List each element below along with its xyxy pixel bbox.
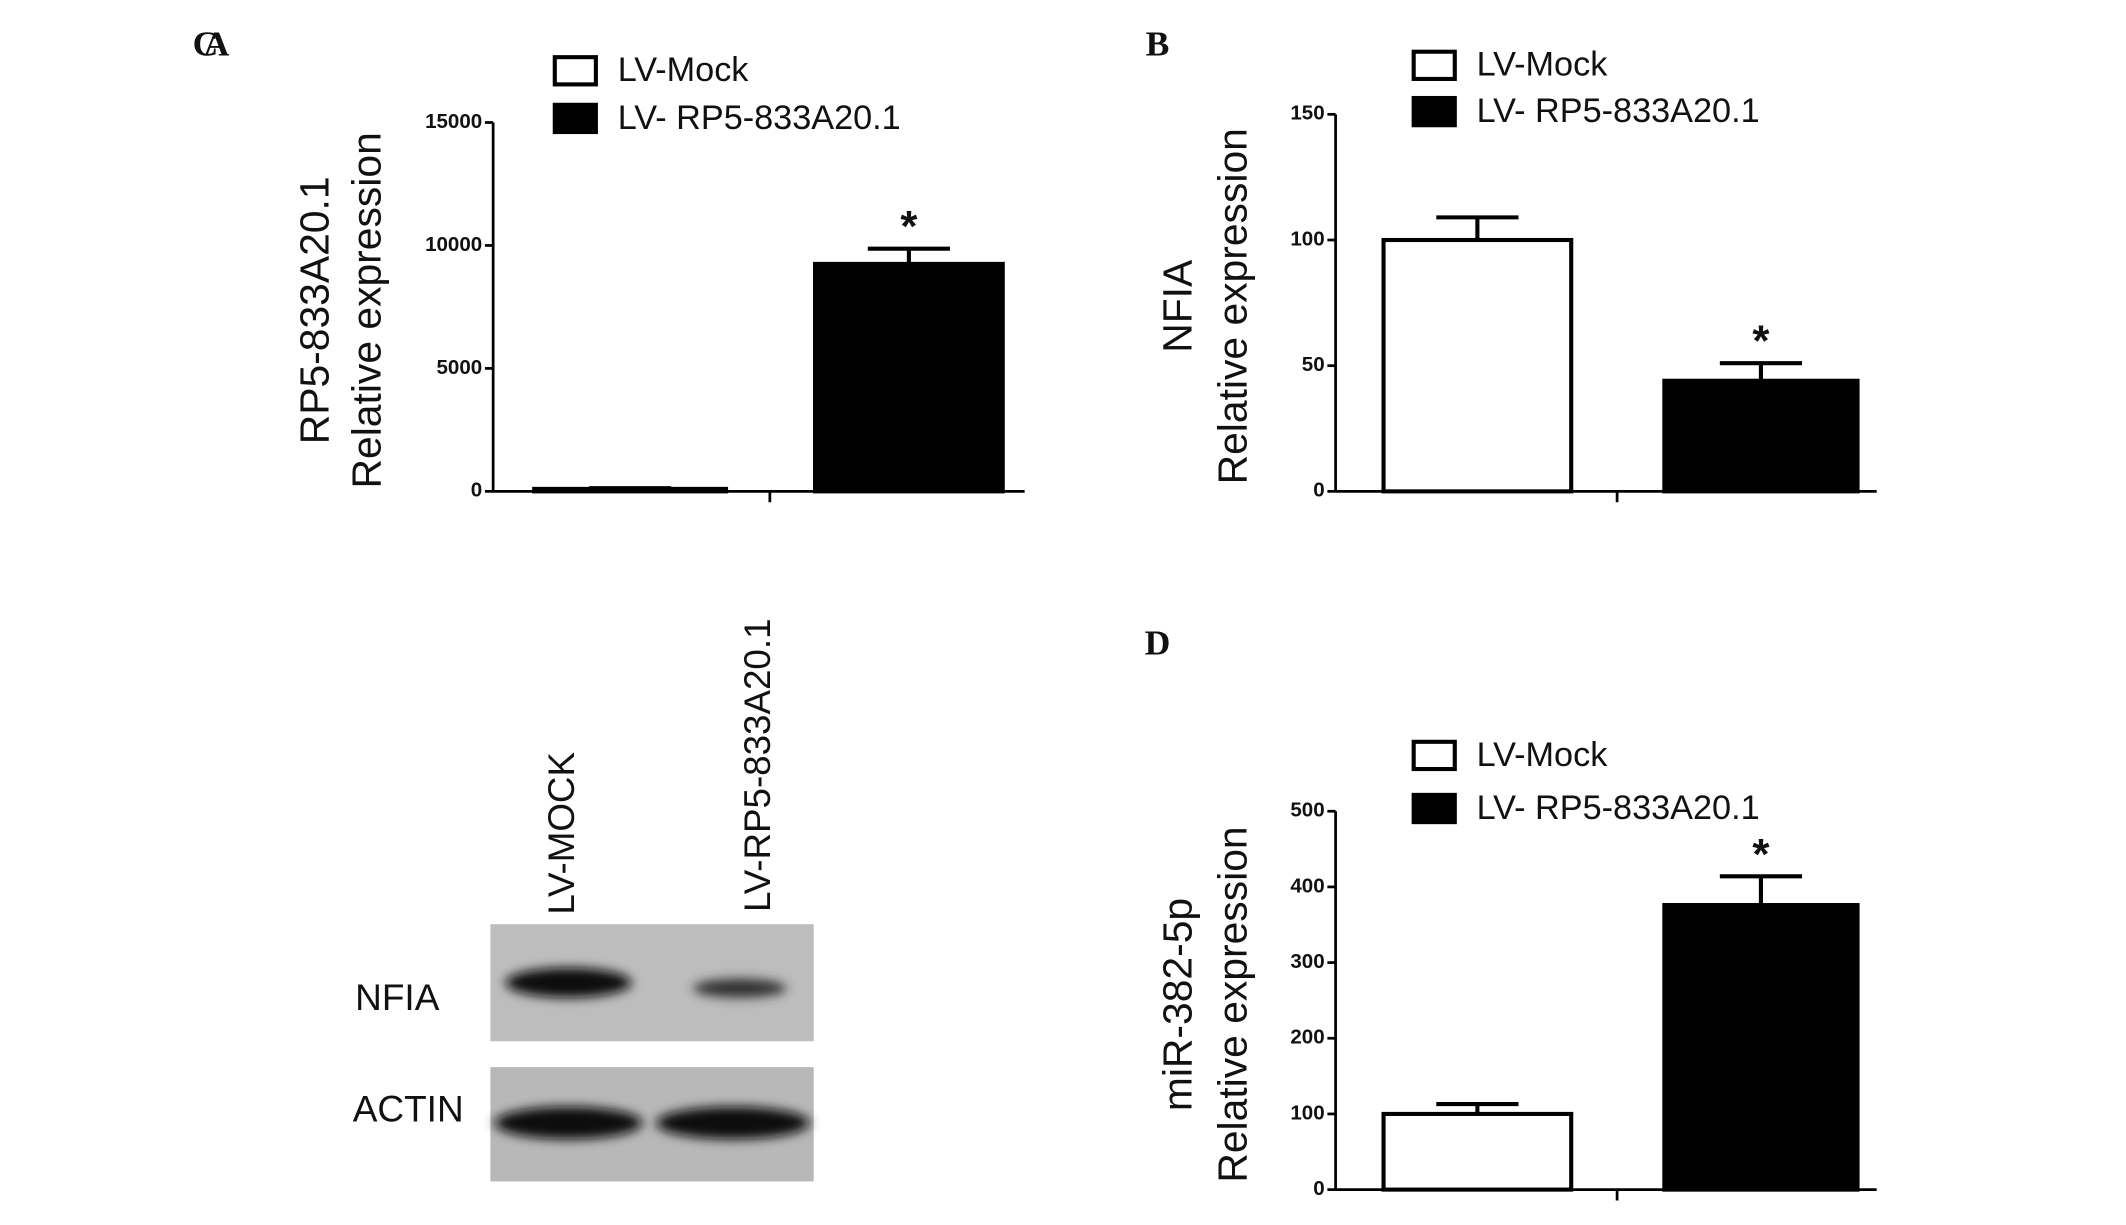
y-tick-label: 0 bbox=[1313, 479, 1324, 502]
blot-band bbox=[656, 1106, 810, 1140]
y-tick-label: 15000 bbox=[425, 110, 482, 133]
bar bbox=[1381, 237, 1574, 494]
legend-label: LV- RP5-833A20.1 bbox=[1477, 92, 1760, 130]
significance-mark: * bbox=[1752, 830, 1769, 879]
blot-band bbox=[494, 1106, 643, 1140]
y-tick-label: 0 bbox=[471, 479, 482, 502]
legend-swatch bbox=[1411, 792, 1457, 825]
legend-label: LV-Mock bbox=[618, 51, 750, 89]
legend-label: LV-Mock bbox=[1477, 46, 1609, 84]
y-axis-label: RP5-833A20.1 bbox=[292, 176, 338, 444]
bar bbox=[532, 486, 729, 494]
y-tick-label: 300 bbox=[1290, 950, 1324, 973]
y-axis-label: Relative expression bbox=[1209, 128, 1255, 484]
y-axis-label: NFIA bbox=[1155, 259, 1201, 353]
legend-swatch bbox=[1411, 49, 1457, 81]
y-tick-label: 50 bbox=[1302, 353, 1325, 376]
y-tick-label: 150 bbox=[1290, 102, 1324, 125]
row-label: NFIA bbox=[355, 977, 440, 1018]
y-tick-label: 500 bbox=[1290, 799, 1324, 822]
y-tick-label: 100 bbox=[1290, 227, 1324, 250]
legend-label: LV- RP5-833A20.1 bbox=[1477, 789, 1760, 827]
panel-label: A bbox=[204, 24, 230, 64]
bar bbox=[1662, 903, 1860, 1192]
panel-label: B bbox=[1146, 24, 1170, 64]
legend-swatch bbox=[1411, 739, 1457, 772]
legend-label: LV- RP5-833A20.1 bbox=[618, 99, 901, 137]
panel-label: D bbox=[1145, 623, 1171, 663]
bar bbox=[813, 261, 1005, 494]
blot-band bbox=[505, 967, 632, 998]
bar bbox=[1662, 378, 1860, 494]
significance-mark: * bbox=[900, 202, 917, 251]
y-tick-label: 100 bbox=[1290, 1101, 1324, 1124]
bar bbox=[1381, 1111, 1574, 1192]
y-tick-label: 200 bbox=[1290, 1026, 1324, 1049]
row-label: ACTIN bbox=[353, 1089, 464, 1130]
y-tick-label: 5000 bbox=[436, 356, 482, 379]
y-axis-label: Relative expression bbox=[344, 132, 390, 488]
blot-band bbox=[693, 978, 787, 998]
y-tick-label: 10000 bbox=[425, 233, 482, 256]
y-axis-label: miR-382-5p bbox=[1155, 898, 1201, 1111]
legend-swatch bbox=[552, 102, 598, 135]
lane-label: LV-MOCK bbox=[541, 752, 582, 915]
y-tick-label: 0 bbox=[1313, 1177, 1324, 1200]
legend-label: LV-Mock bbox=[1477, 736, 1609, 774]
significance-mark: * bbox=[1752, 317, 1769, 366]
y-axis-label: Relative expression bbox=[1209, 826, 1255, 1182]
lane-label: LV-RP5-833A20.1 bbox=[737, 618, 778, 911]
y-tick-label: 400 bbox=[1290, 874, 1324, 897]
legend-swatch bbox=[552, 55, 598, 87]
panel-label: C bbox=[193, 24, 219, 64]
legend-swatch bbox=[1411, 95, 1457, 128]
